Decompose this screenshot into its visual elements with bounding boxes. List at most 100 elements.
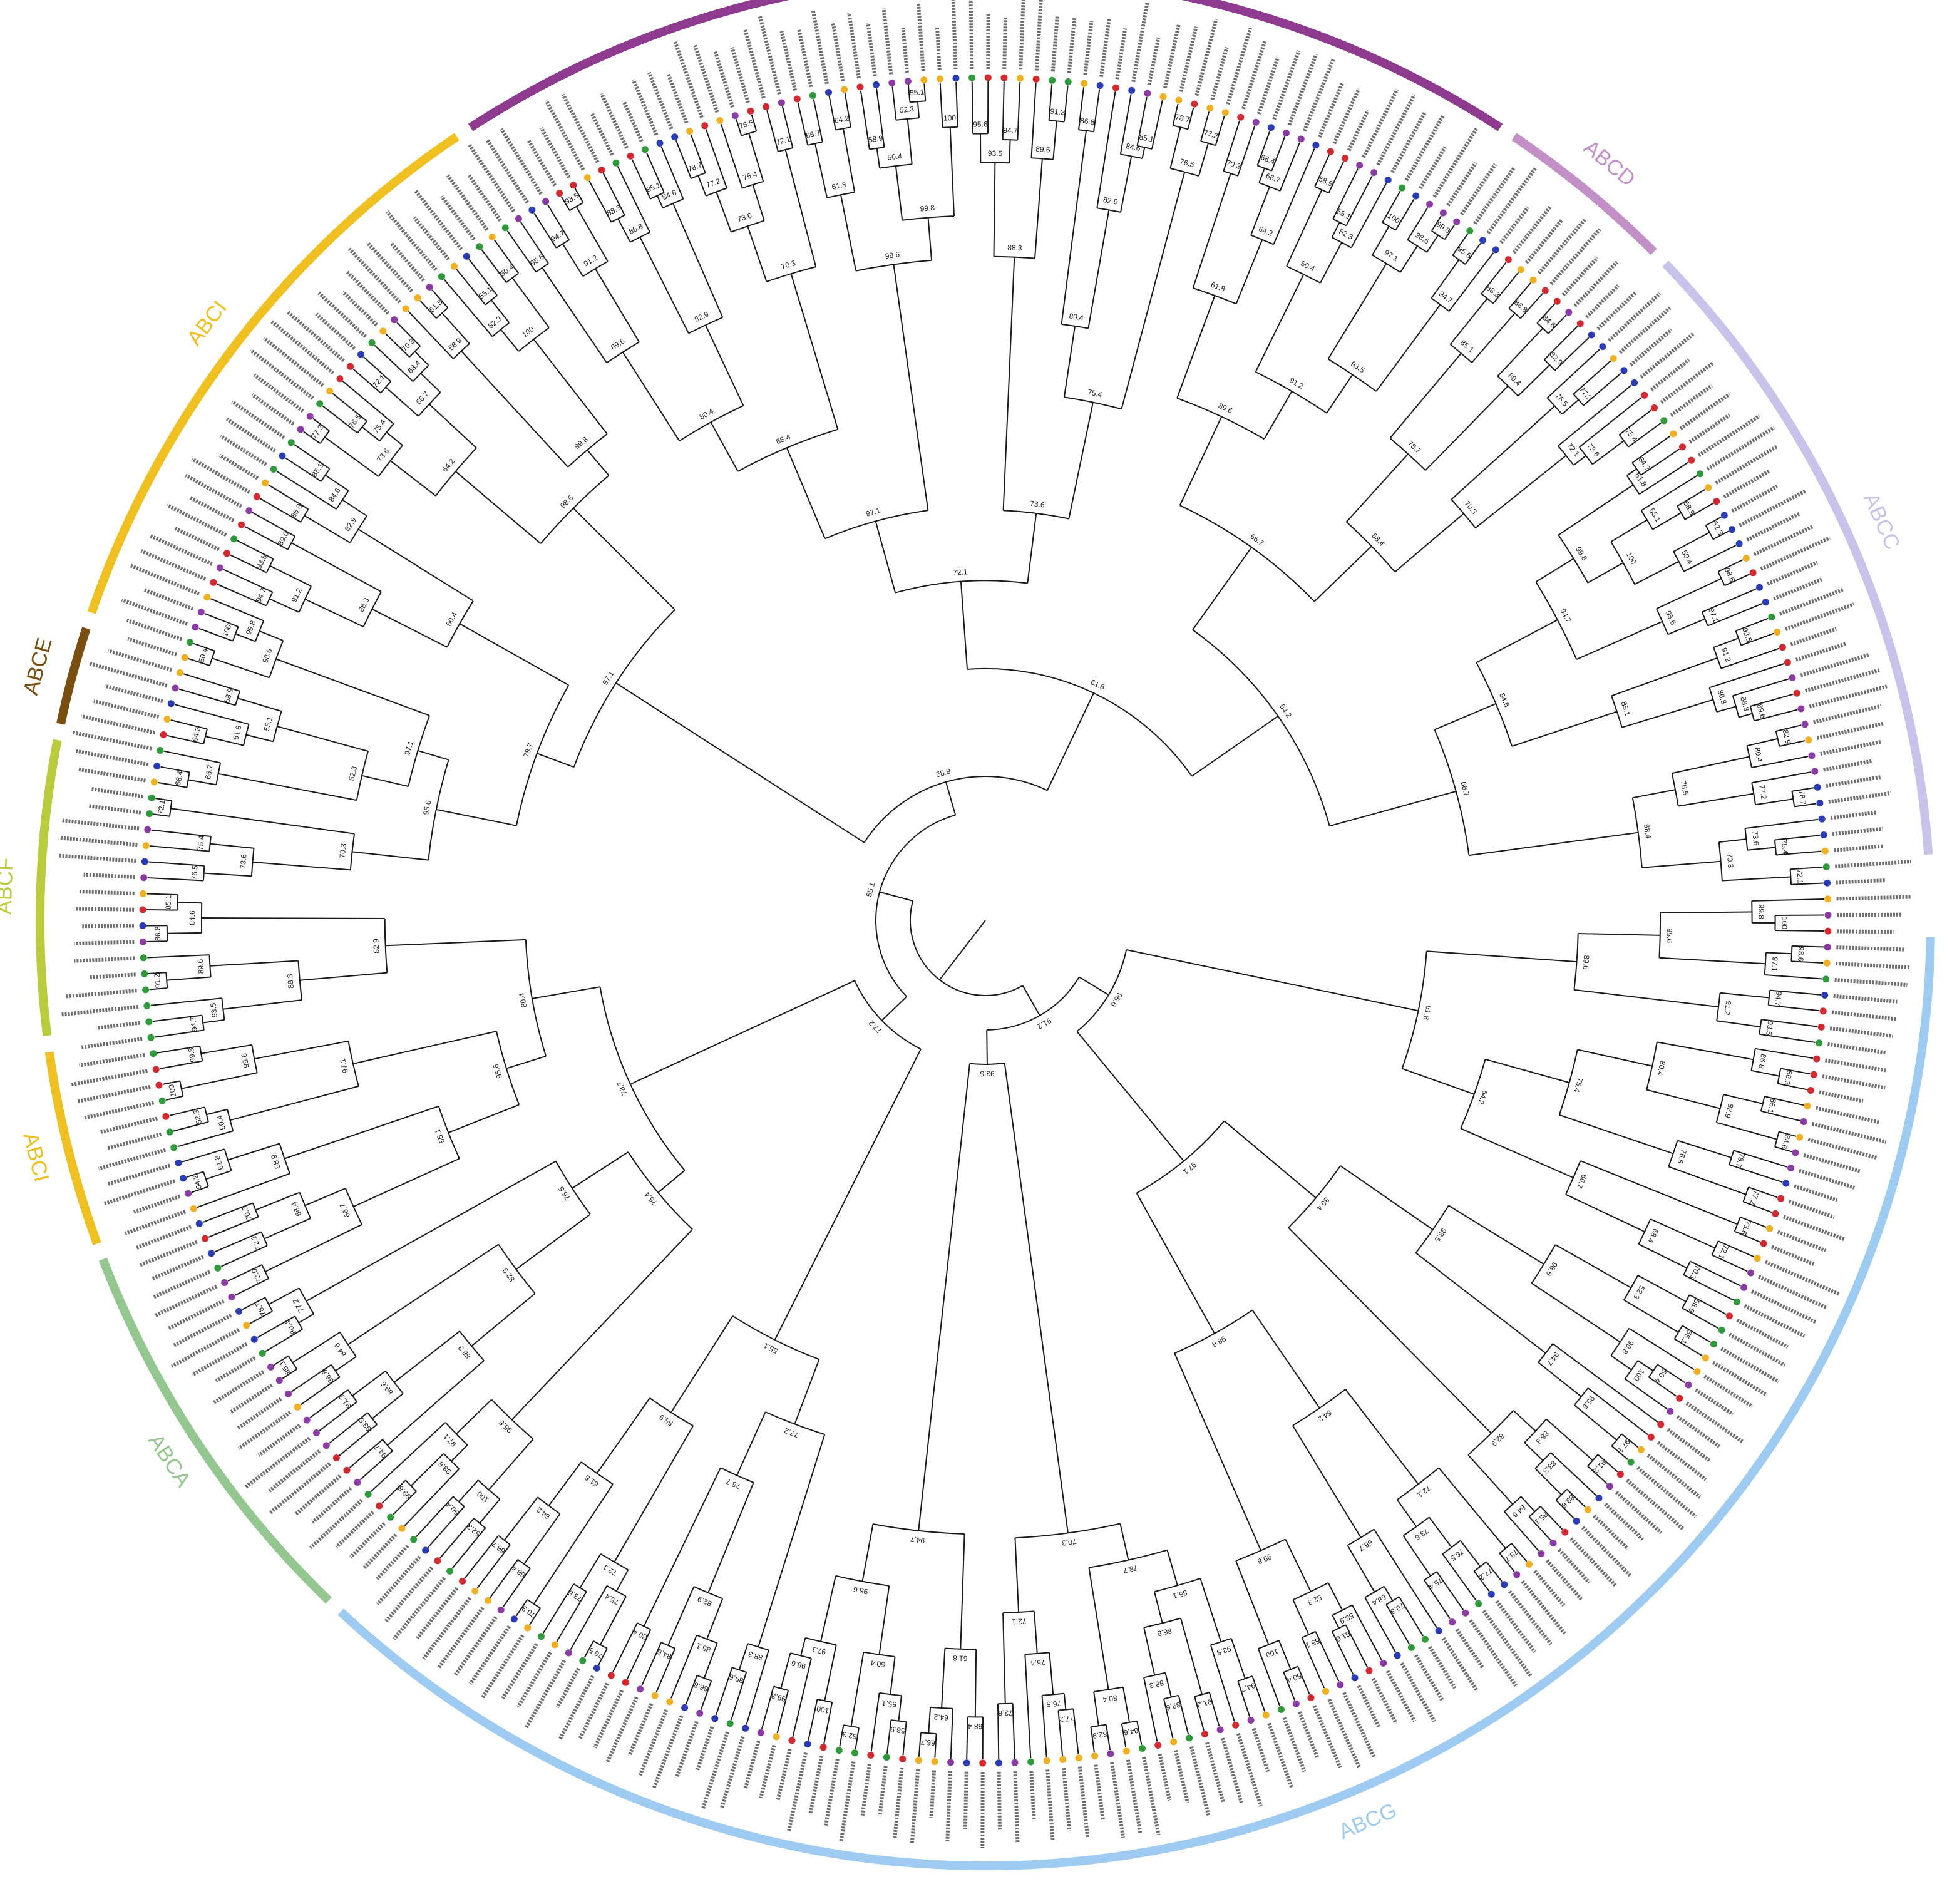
species-dot xyxy=(1112,84,1119,91)
bootstrap-value: 76.5 xyxy=(1675,1148,1688,1165)
species-dot xyxy=(414,294,421,301)
leaf-label xyxy=(414,189,463,251)
species-dot xyxy=(778,99,785,106)
leaf-label xyxy=(1002,17,1007,69)
bootstrap-value: 99.8 xyxy=(1620,1339,1636,1356)
species-dot xyxy=(788,1737,796,1744)
leaf-label xyxy=(1646,1453,1702,1499)
species-dot xyxy=(1449,1618,1456,1626)
bootstrap-value: 70.3 xyxy=(338,843,348,858)
bootstrap-value: 85.1 xyxy=(1459,338,1476,354)
leaf-label xyxy=(100,1116,158,1135)
leaf-label xyxy=(1442,1637,1479,1692)
bootstrap-value: 80.4 xyxy=(1315,1195,1331,1212)
species-dot xyxy=(835,1747,843,1754)
leaf-label xyxy=(701,1731,729,1810)
species-dot xyxy=(899,1756,907,1762)
leaf-label xyxy=(647,71,674,130)
leaf-label xyxy=(1499,206,1529,244)
species-dot xyxy=(142,842,150,850)
species-dot xyxy=(627,152,634,160)
leaf-label xyxy=(215,1356,256,1383)
species-dot xyxy=(1327,148,1334,155)
bootstrap-value: 55.1 xyxy=(262,716,275,733)
bootstrap-value: 76.5 xyxy=(1046,1699,1062,1709)
subfamily-arc xyxy=(98,1257,332,1604)
species-dot xyxy=(763,103,770,110)
species-dot xyxy=(1657,1421,1665,1428)
bootstrap-value: 80.4 xyxy=(1102,1693,1118,1704)
species-dot xyxy=(1538,1550,1545,1558)
bootstrap-value: 78.7 xyxy=(615,1079,629,1096)
species-dot xyxy=(1027,1758,1035,1766)
species-dot xyxy=(1762,599,1769,606)
bootstrap-value: 58.9 xyxy=(890,1725,905,1735)
species-dot xyxy=(1627,1458,1635,1466)
species-dot xyxy=(158,1097,166,1104)
subfamily-arc xyxy=(468,0,1503,131)
leaf-label xyxy=(1460,163,1497,216)
leaf-label xyxy=(1533,1570,1566,1607)
bootstrap-value: 98.6 xyxy=(1544,1260,1559,1278)
species-dot xyxy=(537,1633,545,1640)
leaf-label xyxy=(83,1101,155,1120)
leaf-label xyxy=(237,1410,292,1450)
species-dot xyxy=(1175,96,1183,104)
bootstrap-value: 99.8 xyxy=(573,435,590,451)
leaf-label xyxy=(1486,167,1538,235)
leaf-label xyxy=(1636,1466,1697,1518)
bootstrap-value: 80.4 xyxy=(1753,747,1765,763)
leaf-label xyxy=(1731,485,1779,513)
species-dot xyxy=(1277,1706,1285,1713)
bootstrap-value: 82.9 xyxy=(1092,1730,1107,1741)
leaf-label-ring xyxy=(58,0,1911,1848)
bootstrap-value: 85.1 xyxy=(1766,1098,1778,1114)
species-dot xyxy=(1312,142,1320,149)
bootstrap-value: 91.2 xyxy=(1720,646,1733,663)
leaf-label xyxy=(1660,361,1714,404)
species-dot xyxy=(185,1190,192,1197)
species-dot xyxy=(593,1664,600,1672)
leaf-label xyxy=(1744,1304,1806,1338)
species-dot xyxy=(1688,456,1695,464)
leaf-label xyxy=(1236,1732,1263,1807)
bootstrap-value: 73.6 xyxy=(1585,441,1601,458)
leaf-label xyxy=(467,174,502,222)
bootstrap-value: 72.1 xyxy=(953,567,968,577)
species-dot xyxy=(671,133,679,141)
species-dot xyxy=(963,1759,970,1767)
leaf-label xyxy=(104,684,163,703)
bootstrap-value: 77.2 xyxy=(1757,784,1769,800)
species-dot xyxy=(1043,1757,1050,1764)
leaf-label xyxy=(1376,94,1416,166)
species-dot xyxy=(1337,1681,1344,1689)
leaf-label xyxy=(1019,0,1025,70)
leaf-label xyxy=(80,890,135,895)
bootstrap-value: 95.6 xyxy=(1580,1394,1596,1411)
leaf-label xyxy=(1302,58,1335,132)
leaf-label xyxy=(231,400,285,440)
bootstrap-value: 77.2 xyxy=(1748,1189,1761,1206)
bootstrap-value: 100 xyxy=(943,113,957,123)
leaf-label xyxy=(1799,1168,1856,1190)
leaf-label xyxy=(1312,1705,1342,1768)
species-dot xyxy=(1817,1023,1825,1031)
species-dot xyxy=(459,1577,466,1585)
species-dot xyxy=(140,874,148,882)
species-dot xyxy=(446,1567,454,1575)
species-dot xyxy=(1777,1195,1785,1202)
leaf-label xyxy=(341,291,378,327)
leaf-label xyxy=(151,1255,204,1281)
leaf-label xyxy=(1819,1090,1864,1103)
bootstrap-value: 78.7 xyxy=(1174,112,1191,124)
species-dot xyxy=(1370,169,1378,177)
species-dot xyxy=(1565,309,1573,316)
leaf-label xyxy=(1099,18,1111,78)
leaf-label xyxy=(437,1606,485,1669)
bootstrap-value: 88.3 xyxy=(1782,1070,1794,1086)
leaf-label xyxy=(1241,40,1267,110)
subfamily-label: ABCC xyxy=(1859,490,1904,553)
species-dot xyxy=(142,986,150,994)
bootstrap-value: 80.4 xyxy=(1069,312,1085,322)
species-dot xyxy=(1453,218,1461,225)
